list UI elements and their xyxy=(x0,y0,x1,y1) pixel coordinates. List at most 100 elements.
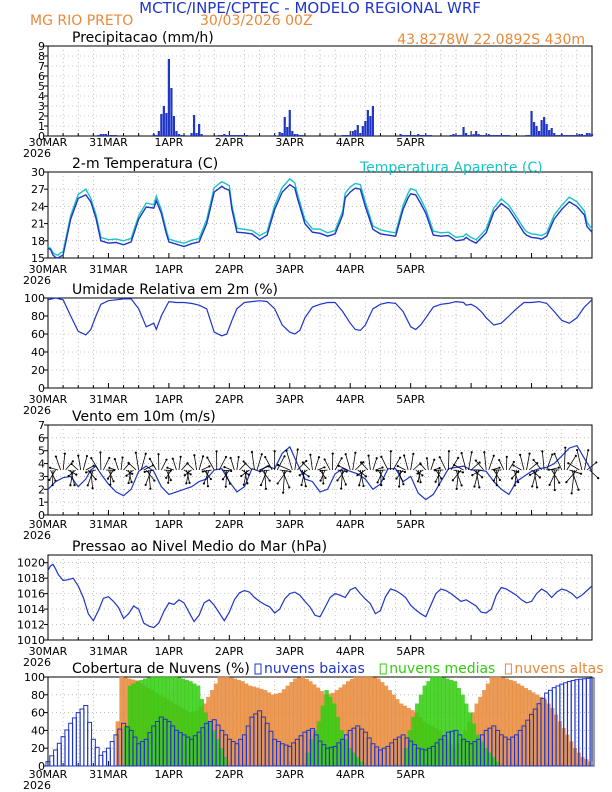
wind-vector-head xyxy=(267,465,270,468)
wind-vector xyxy=(206,469,209,487)
x-axis-year: 2026 xyxy=(23,274,51,287)
wind-vector xyxy=(202,469,212,472)
precip-bar xyxy=(228,135,231,136)
wind-vector xyxy=(71,463,79,471)
precip-bar xyxy=(424,135,427,136)
precip-bar xyxy=(177,134,181,136)
precip-bar xyxy=(198,124,201,136)
precip-bar xyxy=(414,135,417,136)
wind-vector xyxy=(277,469,288,484)
wind-vector-head xyxy=(399,456,402,459)
wind-vector xyxy=(324,459,331,471)
precip-bar xyxy=(359,133,362,136)
precip-bar xyxy=(160,114,163,136)
wind-vector xyxy=(553,469,556,490)
wind-vector xyxy=(236,457,240,471)
wind-vector-head xyxy=(186,462,189,465)
header-title: MCTIC/INPE/CPTEC - MODELO REGIONAL WRF xyxy=(139,0,481,17)
x-tick-label-5apr: 5APR xyxy=(396,645,425,658)
wind-vector-head xyxy=(209,477,212,481)
precip-bar xyxy=(200,134,203,136)
wind-vector-head xyxy=(273,450,276,453)
precip-bar xyxy=(97,135,100,136)
wind-vector xyxy=(68,469,76,477)
wind-vector-head xyxy=(322,482,325,485)
wind-vector xyxy=(396,469,404,479)
wind-vector-head xyxy=(337,464,340,467)
wind-vector xyxy=(586,462,597,471)
wind-vector-head xyxy=(412,452,415,455)
wind-vector-head xyxy=(201,455,205,458)
wind-vector-head xyxy=(77,454,80,457)
precip-bar xyxy=(369,116,372,136)
y-tick-label: 2 xyxy=(38,483,45,496)
wind-vector-head xyxy=(478,461,481,464)
wind-vector-head xyxy=(447,450,451,453)
wind-vector-head xyxy=(340,457,343,460)
wind-vector xyxy=(377,469,384,483)
wind-vector-head xyxy=(224,455,228,459)
precip-bar xyxy=(558,135,561,136)
wind-vector-head xyxy=(305,459,308,463)
wind-vector-head xyxy=(398,485,401,488)
legend-swatch xyxy=(504,663,512,675)
wind-vector xyxy=(398,469,401,487)
wind-vector-head xyxy=(519,453,522,456)
wind-vector-head xyxy=(143,470,146,474)
wind-vector xyxy=(52,469,54,486)
precip-bar xyxy=(550,128,553,136)
wind-vector-head xyxy=(547,468,550,471)
wind-vector xyxy=(410,453,414,471)
wind-vector-head xyxy=(149,487,152,490)
wind-vector-head xyxy=(206,456,209,459)
precip-bar xyxy=(409,135,412,136)
wind-vector xyxy=(566,469,578,483)
wind-vector-head xyxy=(144,483,147,486)
precip-bar xyxy=(364,121,367,136)
precip-bar xyxy=(527,135,531,136)
x-axis-year: 2026 xyxy=(23,529,51,542)
wind-vector-head xyxy=(99,451,102,454)
wind-vector xyxy=(554,453,563,471)
precip-bar xyxy=(225,135,228,136)
wind-vector-head xyxy=(380,484,383,487)
precip-bar xyxy=(114,135,118,136)
wind-vector-head xyxy=(403,470,407,474)
wind-vector-head xyxy=(375,469,378,472)
precip-bar xyxy=(427,135,430,136)
apparent-temperature-line xyxy=(47,177,593,256)
wind-vector xyxy=(493,469,500,481)
y-tick-label: 40 xyxy=(31,346,45,359)
wind-vector-head xyxy=(134,451,137,454)
wind-vector-head xyxy=(106,477,110,480)
wind-vector xyxy=(334,458,343,471)
precip-bar xyxy=(273,135,276,136)
wind-vector-head xyxy=(70,462,73,466)
panel-2: 15 18 21 24 27 30 30MAR 31MAR 1APR 2APR 3APR 4APR 5A… xyxy=(23,156,593,287)
precip-bar xyxy=(590,134,594,136)
wind-vector xyxy=(380,456,389,471)
wind-vector xyxy=(167,467,175,471)
wind-vector-head xyxy=(493,468,496,472)
x-tick-label-1apr: 1APR xyxy=(154,136,183,149)
wind-vector-head xyxy=(587,449,590,452)
wind-vector xyxy=(528,462,538,471)
x-tick-label-30mar: 30MAR xyxy=(29,518,68,531)
wind-vector xyxy=(62,453,66,471)
precip-bar xyxy=(472,134,475,136)
wind-vector-head xyxy=(565,481,568,484)
wind-vector xyxy=(472,469,482,476)
wind-vector-head xyxy=(304,485,307,488)
precip-bar xyxy=(412,135,415,136)
x-tick-label-4apr: 4APR xyxy=(336,768,365,781)
wind-vector-head xyxy=(144,452,147,455)
wind-vector-head xyxy=(229,456,232,460)
precip-bar xyxy=(575,135,578,136)
wind-vector xyxy=(412,463,421,471)
wind-vector-head xyxy=(538,476,541,479)
wind-vector-head xyxy=(358,484,361,487)
precip-bar xyxy=(573,135,576,136)
wind-vector-head xyxy=(574,454,577,457)
y-tick-label: 1010 xyxy=(17,634,45,647)
